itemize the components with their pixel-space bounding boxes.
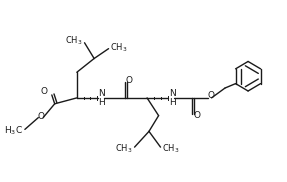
Text: H: H: [98, 98, 105, 107]
Text: O: O: [41, 88, 48, 96]
Text: CH$_3$: CH$_3$: [65, 35, 83, 47]
Text: CH$_3$: CH$_3$: [110, 41, 128, 54]
Text: O: O: [207, 91, 214, 100]
Text: CH$_3$: CH$_3$: [115, 143, 133, 155]
Text: N: N: [98, 90, 105, 98]
Text: O: O: [38, 112, 45, 121]
Text: H$_3$C: H$_3$C: [4, 124, 23, 137]
Text: CH$_3$: CH$_3$: [162, 143, 180, 155]
Text: O: O: [193, 111, 200, 120]
Text: O: O: [126, 76, 133, 85]
Text: H: H: [169, 98, 175, 107]
Text: N: N: [169, 90, 175, 98]
